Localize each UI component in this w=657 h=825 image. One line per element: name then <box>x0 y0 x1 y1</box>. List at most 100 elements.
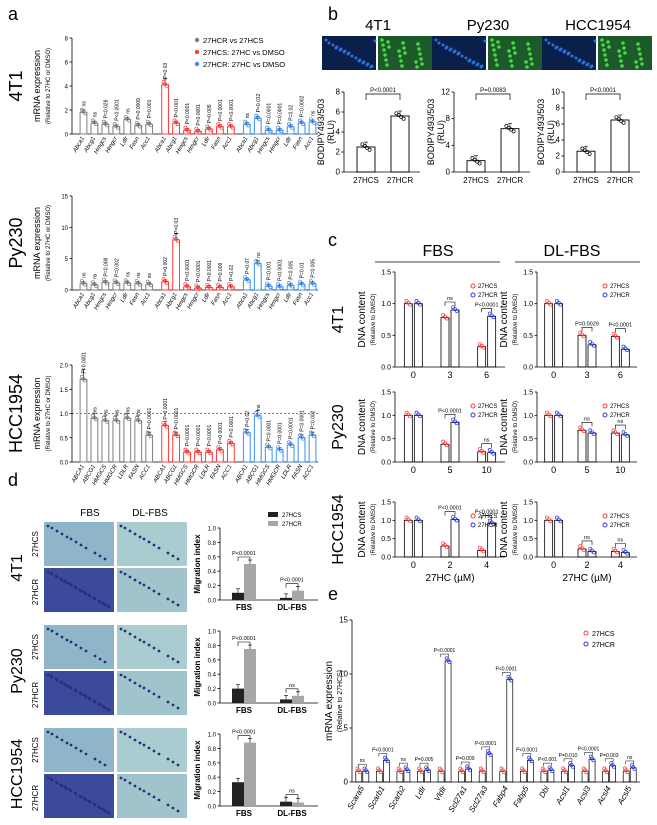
a-bar <box>90 417 99 463</box>
a-pvalue: P=0.028 <box>103 99 109 118</box>
migrated-cell-dot <box>73 585 77 589</box>
c-sig-label: P<0.0001 <box>475 302 499 308</box>
c-sig-label: ns <box>617 538 623 544</box>
c-ylabel-sub: (Relative to DMSO) <box>513 401 519 453</box>
e-gene-label: Scl27a1 <box>447 785 469 815</box>
panel-label-e: e <box>328 584 338 604</box>
c-ylabel: DNA content <box>499 291 510 347</box>
migrated-cell-dot <box>142 789 146 793</box>
migrated-cell-dot <box>166 757 170 761</box>
a-ylabel-sub: (Relative to 27HC or DMSO) <box>46 205 52 281</box>
d-tick-label: 0.6 <box>208 761 217 767</box>
c-tick-label: 1.0 <box>381 518 391 525</box>
c-tick-label: 1.5 <box>381 500 391 507</box>
a-HCC1954-tick-label: 2.0 <box>60 364 69 370</box>
migrated-cell-dot <box>68 685 72 689</box>
migrated-cell-dot <box>119 776 123 780</box>
c-bar <box>450 309 460 368</box>
d-ylabel: Migration index <box>193 740 202 800</box>
b-Py230-tick-label: 8 <box>446 114 451 123</box>
migrated-cell-dot <box>157 546 161 550</box>
a-gene-label: Ldlr <box>283 135 294 148</box>
c-tick-label: 1.0 <box>523 301 533 308</box>
a-pvalue: P<0.0001 <box>114 99 120 121</box>
b-point <box>614 115 619 120</box>
b-Py230-tick-label: 12 <box>441 88 450 97</box>
b-4T1-tick-label: 6 <box>336 108 341 117</box>
a-point <box>268 129 273 134</box>
d-row-label-4T1: 4T1 <box>9 554 26 582</box>
a-pvalue: P<0.0001 <box>81 352 87 374</box>
c-bar <box>577 548 587 558</box>
nucleus-stain-dot <box>585 63 589 67</box>
migrated-cell-dot <box>78 691 82 695</box>
migrated-cell-dot <box>133 738 137 742</box>
c-sig-label: ns <box>584 416 590 422</box>
b-category-label: 27HCR <box>387 176 413 185</box>
c-legend-label: 27HCR <box>478 523 498 529</box>
e-point <box>604 770 609 775</box>
d-tick-label: 0.4 <box>208 673 217 679</box>
nucleus-stain-dot <box>566 52 570 56</box>
nucleus-stain-dot <box>483 39 487 43</box>
migrated-cell-dot <box>166 803 170 807</box>
e-sig-label: P<0.001 <box>538 757 557 763</box>
migrated-cell-dot <box>171 806 175 810</box>
lipid-stain-dot <box>601 43 605 47</box>
lipid-stain-dot <box>418 52 422 56</box>
d-category-label: DL-FBS <box>277 809 307 818</box>
migration-micrograph <box>117 568 187 612</box>
nucleus-stain-dot <box>346 52 350 56</box>
lipid-stain-dot <box>640 62 644 66</box>
migrated-cell-dot <box>133 578 137 582</box>
migrated-cell-dot <box>133 681 137 685</box>
c-legend-marker <box>470 412 476 418</box>
nucleus-stain-dot <box>448 48 452 52</box>
d-legend-label: 27HCS <box>282 513 301 519</box>
a-gene-label: Hmgcr <box>187 135 202 154</box>
e-gene-label: Acsl3 <box>574 784 592 807</box>
e-legend-label: 27HCR <box>592 642 615 649</box>
d-condition-label: 27HCR <box>31 682 40 708</box>
migrated-cell-dot <box>176 557 180 561</box>
c-legend-label: 27HCR <box>478 413 498 419</box>
d-sig-label: P<0.0001 <box>232 551 256 557</box>
migrated-cell-dot <box>133 784 137 788</box>
lipid-stain-dot <box>380 38 384 42</box>
b-HCC1954-tick-label: 2 <box>556 152 561 161</box>
c-point <box>444 316 449 321</box>
migrated-cell-dot <box>119 524 123 528</box>
c-tick-label: 0.0 <box>523 365 533 372</box>
a-point <box>94 417 98 422</box>
a-pvalue: P=0.03 <box>174 218 180 234</box>
c-x-tick-label: 0 <box>411 560 416 570</box>
a-point <box>219 448 224 453</box>
e-sig-bracket <box>563 758 573 762</box>
migrated-cell-dot <box>82 796 86 800</box>
nucleus-stain-dot <box>593 39 597 43</box>
a-gene-label: Acc1 <box>303 292 315 307</box>
a-point <box>186 129 191 134</box>
migrated-cell-dot <box>101 704 105 708</box>
migrated-cell-dot <box>68 788 72 792</box>
e-tick-label: 10 <box>339 670 348 679</box>
a-bar <box>161 84 170 135</box>
migrated-cell-dot <box>142 686 146 690</box>
a-gene-label: Acc1 <box>221 136 233 151</box>
c-x-tick-label: 2 <box>447 560 452 570</box>
c-bar <box>544 519 554 558</box>
d-tick-label: 0.4 <box>208 570 217 576</box>
a-pvalue: P=0.0001 <box>278 422 284 444</box>
a-point <box>105 123 109 128</box>
b-HCC1954-tick-label: 0 <box>556 168 561 177</box>
a-legend-label: 27HCR vs 27HCS <box>203 36 263 45</box>
lipid-stain-dot <box>399 59 403 63</box>
b-point <box>360 142 365 147</box>
nucleus-stain-dot <box>434 38 438 42</box>
lipid-stain-dot <box>402 46 406 50</box>
migrated-cell-dot <box>97 599 101 603</box>
migrated-cell-dot <box>128 529 132 533</box>
d-column-label-dlfbs: DL-FBS <box>132 508 168 519</box>
c-tick-label: 1.0 <box>523 413 533 420</box>
a-pvalue: ns <box>147 273 153 279</box>
